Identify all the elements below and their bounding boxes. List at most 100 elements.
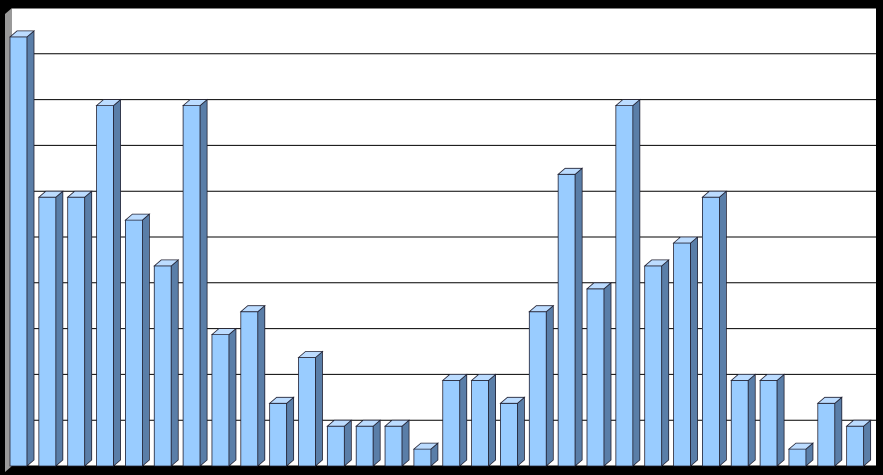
bar-top [816, 396, 843, 404]
bar-front [269, 402, 288, 467]
bar-front [326, 425, 345, 467]
bar-front [730, 379, 749, 467]
bar-top [37, 190, 64, 198]
bar-front [125, 219, 143, 467]
bar [528, 304, 555, 467]
bar-front [442, 379, 461, 467]
bar-side [747, 373, 756, 467]
bar-top [557, 167, 584, 175]
bar-top [585, 282, 613, 290]
bar-side [315, 350, 323, 467]
bar-side [459, 373, 468, 467]
bar-side [401, 419, 410, 467]
bar [585, 281, 613, 467]
bar-side [488, 373, 497, 467]
bar-front [846, 425, 865, 467]
bar [37, 190, 64, 467]
bar-front [38, 196, 57, 467]
bar [355, 419, 382, 467]
bar-front [240, 311, 259, 467]
bar-top [8, 30, 36, 38]
bar-front [384, 425, 403, 467]
bar [153, 259, 180, 467]
bar-side [661, 259, 670, 467]
bar-front [211, 334, 230, 467]
bar-side [574, 167, 583, 467]
bar-top [759, 373, 786, 381]
bar [297, 350, 324, 467]
bar [441, 373, 468, 467]
bar-top [326, 419, 353, 427]
bar-top [297, 351, 324, 358]
bar-side [199, 98, 208, 467]
bar-side [26, 30, 35, 467]
bar [326, 419, 353, 467]
bar-top [268, 396, 295, 404]
bar-top [95, 99, 122, 106]
bar [470, 373, 497, 467]
bar-top [441, 373, 468, 381]
bar-side [632, 98, 641, 467]
bar-side [863, 419, 872, 467]
bar-top [153, 259, 180, 267]
bar-side [834, 396, 843, 467]
bar [643, 259, 670, 467]
bar-top [787, 442, 815, 450]
bar [412, 442, 439, 467]
bar-top [470, 373, 497, 381]
bar-front [96, 105, 114, 467]
bar [816, 396, 843, 467]
bar-front [759, 379, 778, 467]
bar-side [343, 419, 352, 467]
bar-front [355, 425, 374, 467]
bar-front [788, 448, 807, 467]
bar-side [141, 213, 150, 467]
bar-side [719, 190, 727, 467]
bar-side [257, 304, 266, 467]
bar-front [557, 173, 576, 467]
bar-top [528, 305, 555, 313]
bar-front [413, 448, 432, 467]
bar [499, 396, 526, 467]
bar [557, 167, 584, 467]
bar-side [545, 304, 554, 467]
bar-front [298, 357, 316, 467]
bar-top [124, 213, 151, 221]
bar [701, 190, 728, 467]
bar-side [286, 396, 295, 467]
bar [759, 373, 786, 467]
bar [787, 442, 815, 467]
bar-side [690, 236, 698, 467]
bar-front [644, 265, 663, 467]
bar-side [55, 190, 64, 467]
bar [845, 419, 872, 467]
bar [672, 236, 699, 467]
bar-side [603, 281, 612, 467]
bar-top [239, 305, 266, 313]
bar-front [153, 265, 172, 467]
bar-front [817, 402, 836, 467]
bar [268, 396, 295, 467]
bar-top [210, 328, 238, 336]
bar-side [228, 327, 237, 467]
bar-side [517, 396, 525, 467]
bar [383, 419, 411, 467]
bar-front [586, 288, 605, 467]
bar-top [499, 396, 526, 404]
bar-top [614, 99, 641, 106]
bar [210, 327, 238, 467]
bar-side [84, 190, 93, 467]
bar-side [170, 259, 179, 467]
bar-top [182, 99, 209, 106]
bar-top [643, 259, 670, 267]
bar-side [372, 419, 381, 467]
bar-top [730, 373, 757, 381]
bar-front [615, 105, 634, 467]
bar [8, 30, 36, 467]
bar [239, 304, 266, 467]
bar-side [776, 373, 785, 467]
bar [66, 190, 93, 467]
bar-front [673, 242, 691, 467]
